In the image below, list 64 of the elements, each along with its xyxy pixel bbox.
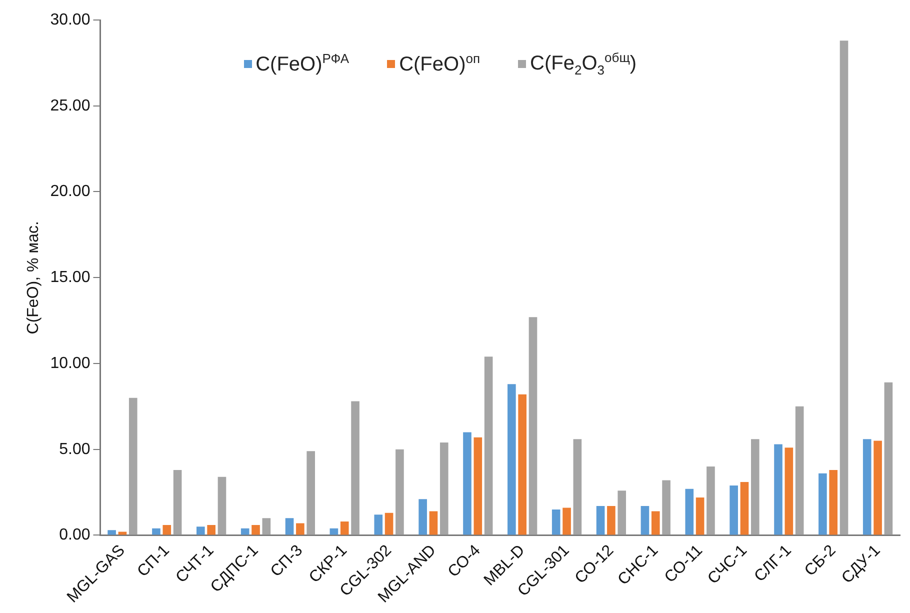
- bar: [596, 506, 605, 535]
- bar: [552, 509, 560, 535]
- bar: [173, 470, 182, 535]
- bar: [484, 356, 493, 535]
- bar: [374, 514, 383, 535]
- bar: [884, 382, 893, 535]
- y-axis-title: C(FeO), % мас.: [25, 221, 42, 334]
- y-tick-label: 10.00: [50, 354, 90, 372]
- bar: [330, 528, 338, 535]
- bar: [862, 439, 872, 535]
- bar: [730, 485, 738, 535]
- bar: [696, 497, 704, 535]
- y-tick-label: 15.00: [50, 269, 90, 286]
- bar: [607, 506, 616, 535]
- y-tick-label: 25.00: [50, 97, 90, 114]
- bar: [162, 524, 172, 535]
- bar: [528, 317, 538, 535]
- bar: [152, 528, 160, 535]
- bar: [818, 473, 827, 535]
- bar: [685, 488, 694, 535]
- legend-label: C(FeO)$^{оп}$: [399, 51, 480, 77]
- legend-label: C(Fe$_{2}$O$_{3}$$^{общ}$): [530, 50, 637, 78]
- bar: [429, 511, 438, 535]
- bar: [196, 526, 205, 535]
- bar: [262, 518, 271, 535]
- bar: [207, 524, 216, 535]
- bar: [784, 448, 794, 535]
- bar: [128, 398, 138, 535]
- bar: [651, 511, 660, 535]
- bar: [218, 476, 226, 535]
- bar: [795, 406, 804, 535]
- bar: [440, 442, 448, 535]
- bar: [285, 518, 294, 535]
- bar: [774, 444, 782, 535]
- bar: [573, 439, 582, 535]
- bar: [340, 522, 349, 535]
- bar: [618, 490, 626, 535]
- bar: [252, 524, 260, 535]
- legend-label: C(FeO)$^{РФА}$: [256, 51, 350, 77]
- bar: [463, 432, 472, 535]
- bar: [384, 512, 394, 535]
- bar: [874, 440, 882, 535]
- bar: [706, 466, 715, 535]
- bar: [396, 449, 404, 535]
- bar: [296, 523, 304, 535]
- y-tick-label: 30.00: [50, 11, 90, 28]
- bar: [418, 499, 427, 535]
- bar: [240, 528, 250, 535]
- bar: [662, 480, 670, 535]
- bar: [829, 470, 838, 535]
- bar: [108, 530, 116, 535]
- y-tick-label: 0.00: [59, 526, 90, 544]
- y-tick-label: 5.00: [59, 440, 90, 458]
- bar: [640, 506, 650, 535]
- bar: [518, 394, 526, 535]
- bar: [351, 401, 360, 535]
- bar: [740, 482, 749, 535]
- bar: [562, 508, 571, 535]
- y-tick-label: 20.00: [50, 183, 90, 200]
- bar: [508, 384, 516, 535]
- bar: [474, 437, 482, 535]
- bar: [306, 451, 315, 535]
- bar: [750, 439, 760, 535]
- bar: [840, 40, 848, 535]
